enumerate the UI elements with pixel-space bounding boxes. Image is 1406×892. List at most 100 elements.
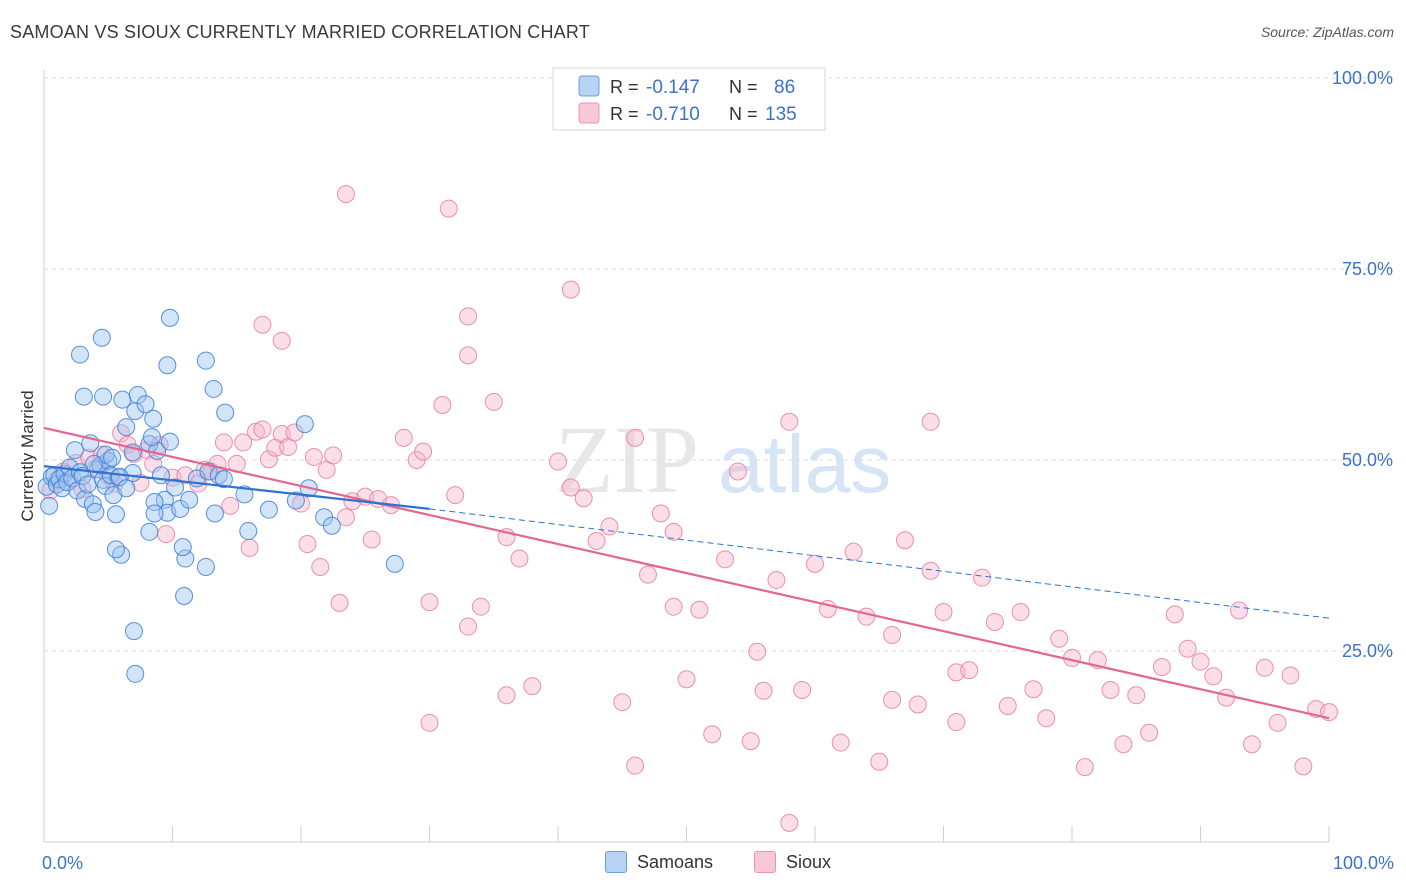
sioux-point	[561, 280, 580, 299]
sioux-point	[240, 538, 259, 557]
sioux-point	[908, 695, 927, 714]
legend-r-label-samoans: R =	[610, 77, 639, 97]
samoans-point	[65, 441, 84, 460]
y-tick-label: 100.0%	[1332, 68, 1393, 88]
samoans-point	[117, 418, 136, 437]
samoans-point	[96, 476, 115, 495]
sioux-point	[1011, 603, 1030, 622]
samoans-point	[166, 478, 185, 497]
sioux-point	[998, 697, 1017, 716]
sioux-point	[626, 756, 645, 775]
samoans-point	[239, 522, 258, 541]
sioux-point	[883, 625, 902, 644]
sioux-point	[1217, 688, 1236, 707]
sioux-point	[638, 565, 657, 584]
samoans-point	[144, 409, 163, 428]
sioux-point	[985, 612, 1004, 631]
sioux-point	[1268, 713, 1287, 732]
sioux-point	[1152, 658, 1171, 677]
samoans-point	[180, 490, 199, 509]
samoans-point	[126, 664, 145, 683]
trend-lines	[43, 426, 1330, 720]
sioux-point	[439, 199, 458, 218]
sioux-point	[870, 752, 889, 771]
sioux-point	[446, 486, 465, 505]
legend-swatch-samoans	[578, 75, 600, 97]
sioux-point	[728, 462, 747, 481]
sioux-point	[523, 677, 542, 696]
sioux-point	[1294, 757, 1313, 776]
sioux-point	[420, 593, 439, 612]
x-tick-label-min: 0.0%	[42, 853, 83, 873]
sioux-point	[741, 732, 760, 751]
legend-n-label-sioux: N =	[729, 104, 758, 124]
sioux-point	[336, 185, 355, 204]
sioux-point	[510, 549, 529, 568]
sioux-point	[748, 642, 767, 661]
samoans-trend-line	[43, 465, 430, 510]
sioux-point	[471, 597, 490, 616]
samoans-point	[199, 462, 218, 481]
sioux-point	[664, 522, 683, 541]
gridlines	[44, 77, 1392, 652]
sioux-point	[336, 508, 355, 527]
sioux-point	[754, 681, 773, 700]
sioux-point	[394, 428, 413, 447]
samoans-point	[86, 502, 105, 521]
samoans-point	[70, 345, 89, 364]
sioux-point	[1024, 680, 1043, 699]
sioux-point	[1191, 652, 1210, 671]
samoans-point	[171, 499, 190, 518]
sioux-point	[324, 446, 343, 465]
samoans-point	[176, 549, 195, 568]
sioux-point	[664, 597, 683, 616]
sioux-point	[176, 466, 195, 485]
samoans-point	[94, 387, 113, 406]
sioux-point	[484, 392, 503, 411]
samoans-point	[117, 479, 136, 498]
samoans-trend-line-extension	[429, 508, 1330, 619]
sioux-point	[549, 452, 567, 471]
samoan-points	[37, 308, 404, 683]
sioux-point	[304, 447, 323, 466]
sioux-point	[844, 542, 863, 561]
sioux-point	[1140, 723, 1159, 742]
source-credit: Source: ZipAtlas.com	[1260, 24, 1394, 40]
samoans-point	[106, 540, 125, 559]
bottom-legend-sioux: Sioux	[754, 851, 831, 873]
sioux-point	[600, 517, 619, 536]
samoans-point	[205, 504, 224, 523]
sioux-trend-line	[43, 426, 1330, 720]
sioux-point	[214, 433, 233, 452]
sioux-point	[157, 525, 176, 544]
sioux-point	[414, 442, 433, 461]
legend-r-value-sioux: -0.710	[646, 104, 700, 125]
bottom-legend-sioux-label: Sioux	[786, 851, 832, 872]
sioux-point	[677, 670, 696, 689]
sioux-point	[857, 607, 876, 626]
samoans-point	[160, 432, 179, 451]
sioux-point	[1242, 735, 1261, 754]
legend-n-value-sioux: 135	[765, 104, 797, 125]
sioux-point	[311, 557, 330, 576]
samoans-point	[259, 500, 278, 519]
sioux-point	[497, 686, 516, 705]
samoans-point	[196, 557, 215, 576]
samoans-point	[160, 308, 179, 327]
sioux-point	[459, 617, 478, 636]
samoans-point	[204, 379, 223, 398]
sioux-point	[947, 713, 966, 732]
samoans-point	[78, 475, 97, 494]
sioux-swatch	[754, 851, 776, 873]
sioux-point	[1204, 667, 1223, 686]
sioux-point	[420, 713, 439, 732]
sioux-point	[1114, 735, 1133, 754]
samoans-point	[85, 454, 104, 473]
x-tick-label-max: 100.0%	[1333, 853, 1394, 873]
sioux-point	[1230, 601, 1249, 620]
legend-r-value-samoans: -0.147	[646, 77, 700, 98]
chart-title: SAMOAN VS SIOUX CURRENTLY MARRIED CORREL…	[10, 22, 590, 42]
legend-n-label-samoans: N =	[729, 77, 758, 97]
samoans-point	[106, 505, 125, 524]
samoans-point	[151, 466, 170, 485]
